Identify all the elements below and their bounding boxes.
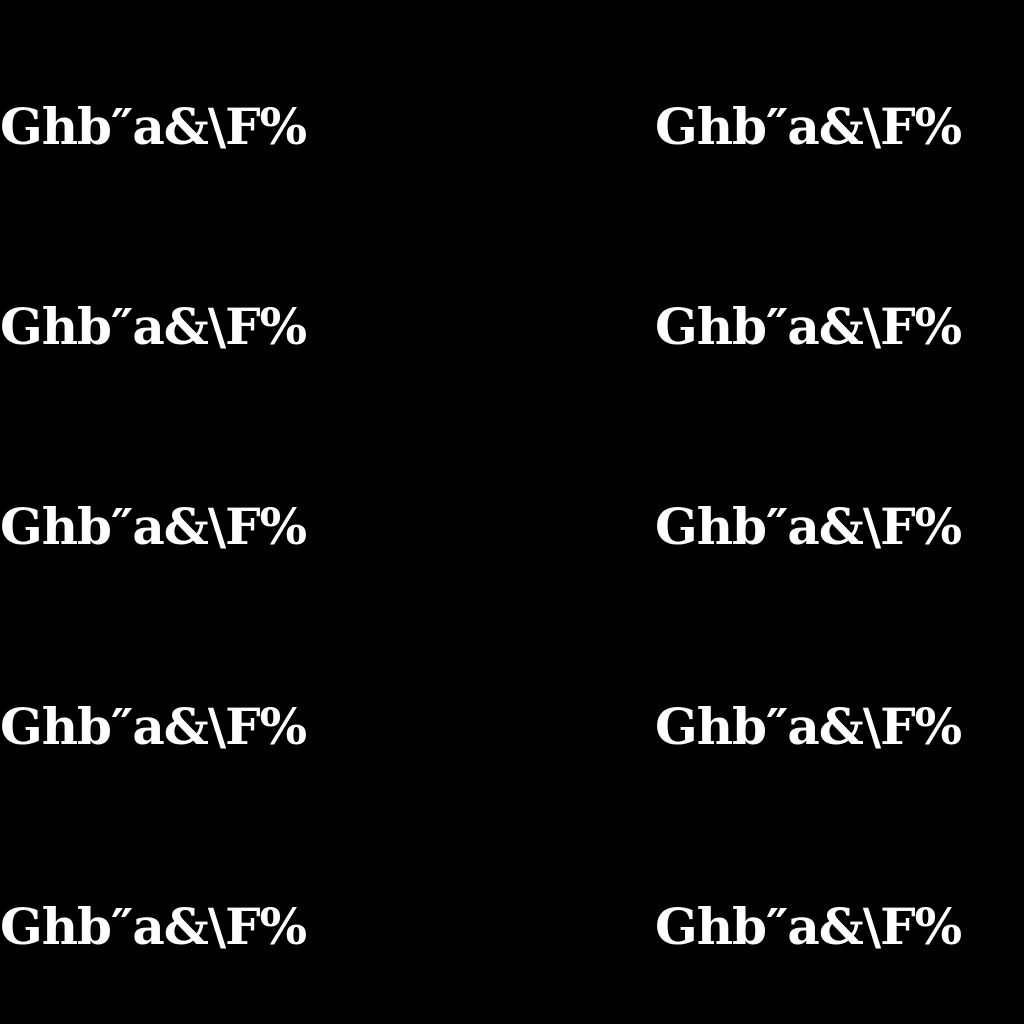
text-sample-right-2: Ghb″a&\F% [655, 297, 962, 356]
text-sample-left-1: Ghb″a&\F% [0, 97, 307, 156]
text-sample-left-4: Ghb″a&\F% [0, 697, 307, 756]
text-sample-left-5: Ghb″a&\F% [0, 897, 307, 956]
text-sample-left-3: Ghb″a&\F% [0, 497, 307, 556]
text-sample-left-2: Ghb″a&\F% [0, 297, 307, 356]
text-sample-right-4: Ghb″a&\F% [655, 697, 962, 756]
text-sample-right-1: Ghb″a&\F% [655, 97, 962, 156]
text-sample-right-3: Ghb″a&\F% [655, 497, 962, 556]
text-sample-right-5: Ghb″a&\F% [655, 897, 962, 956]
